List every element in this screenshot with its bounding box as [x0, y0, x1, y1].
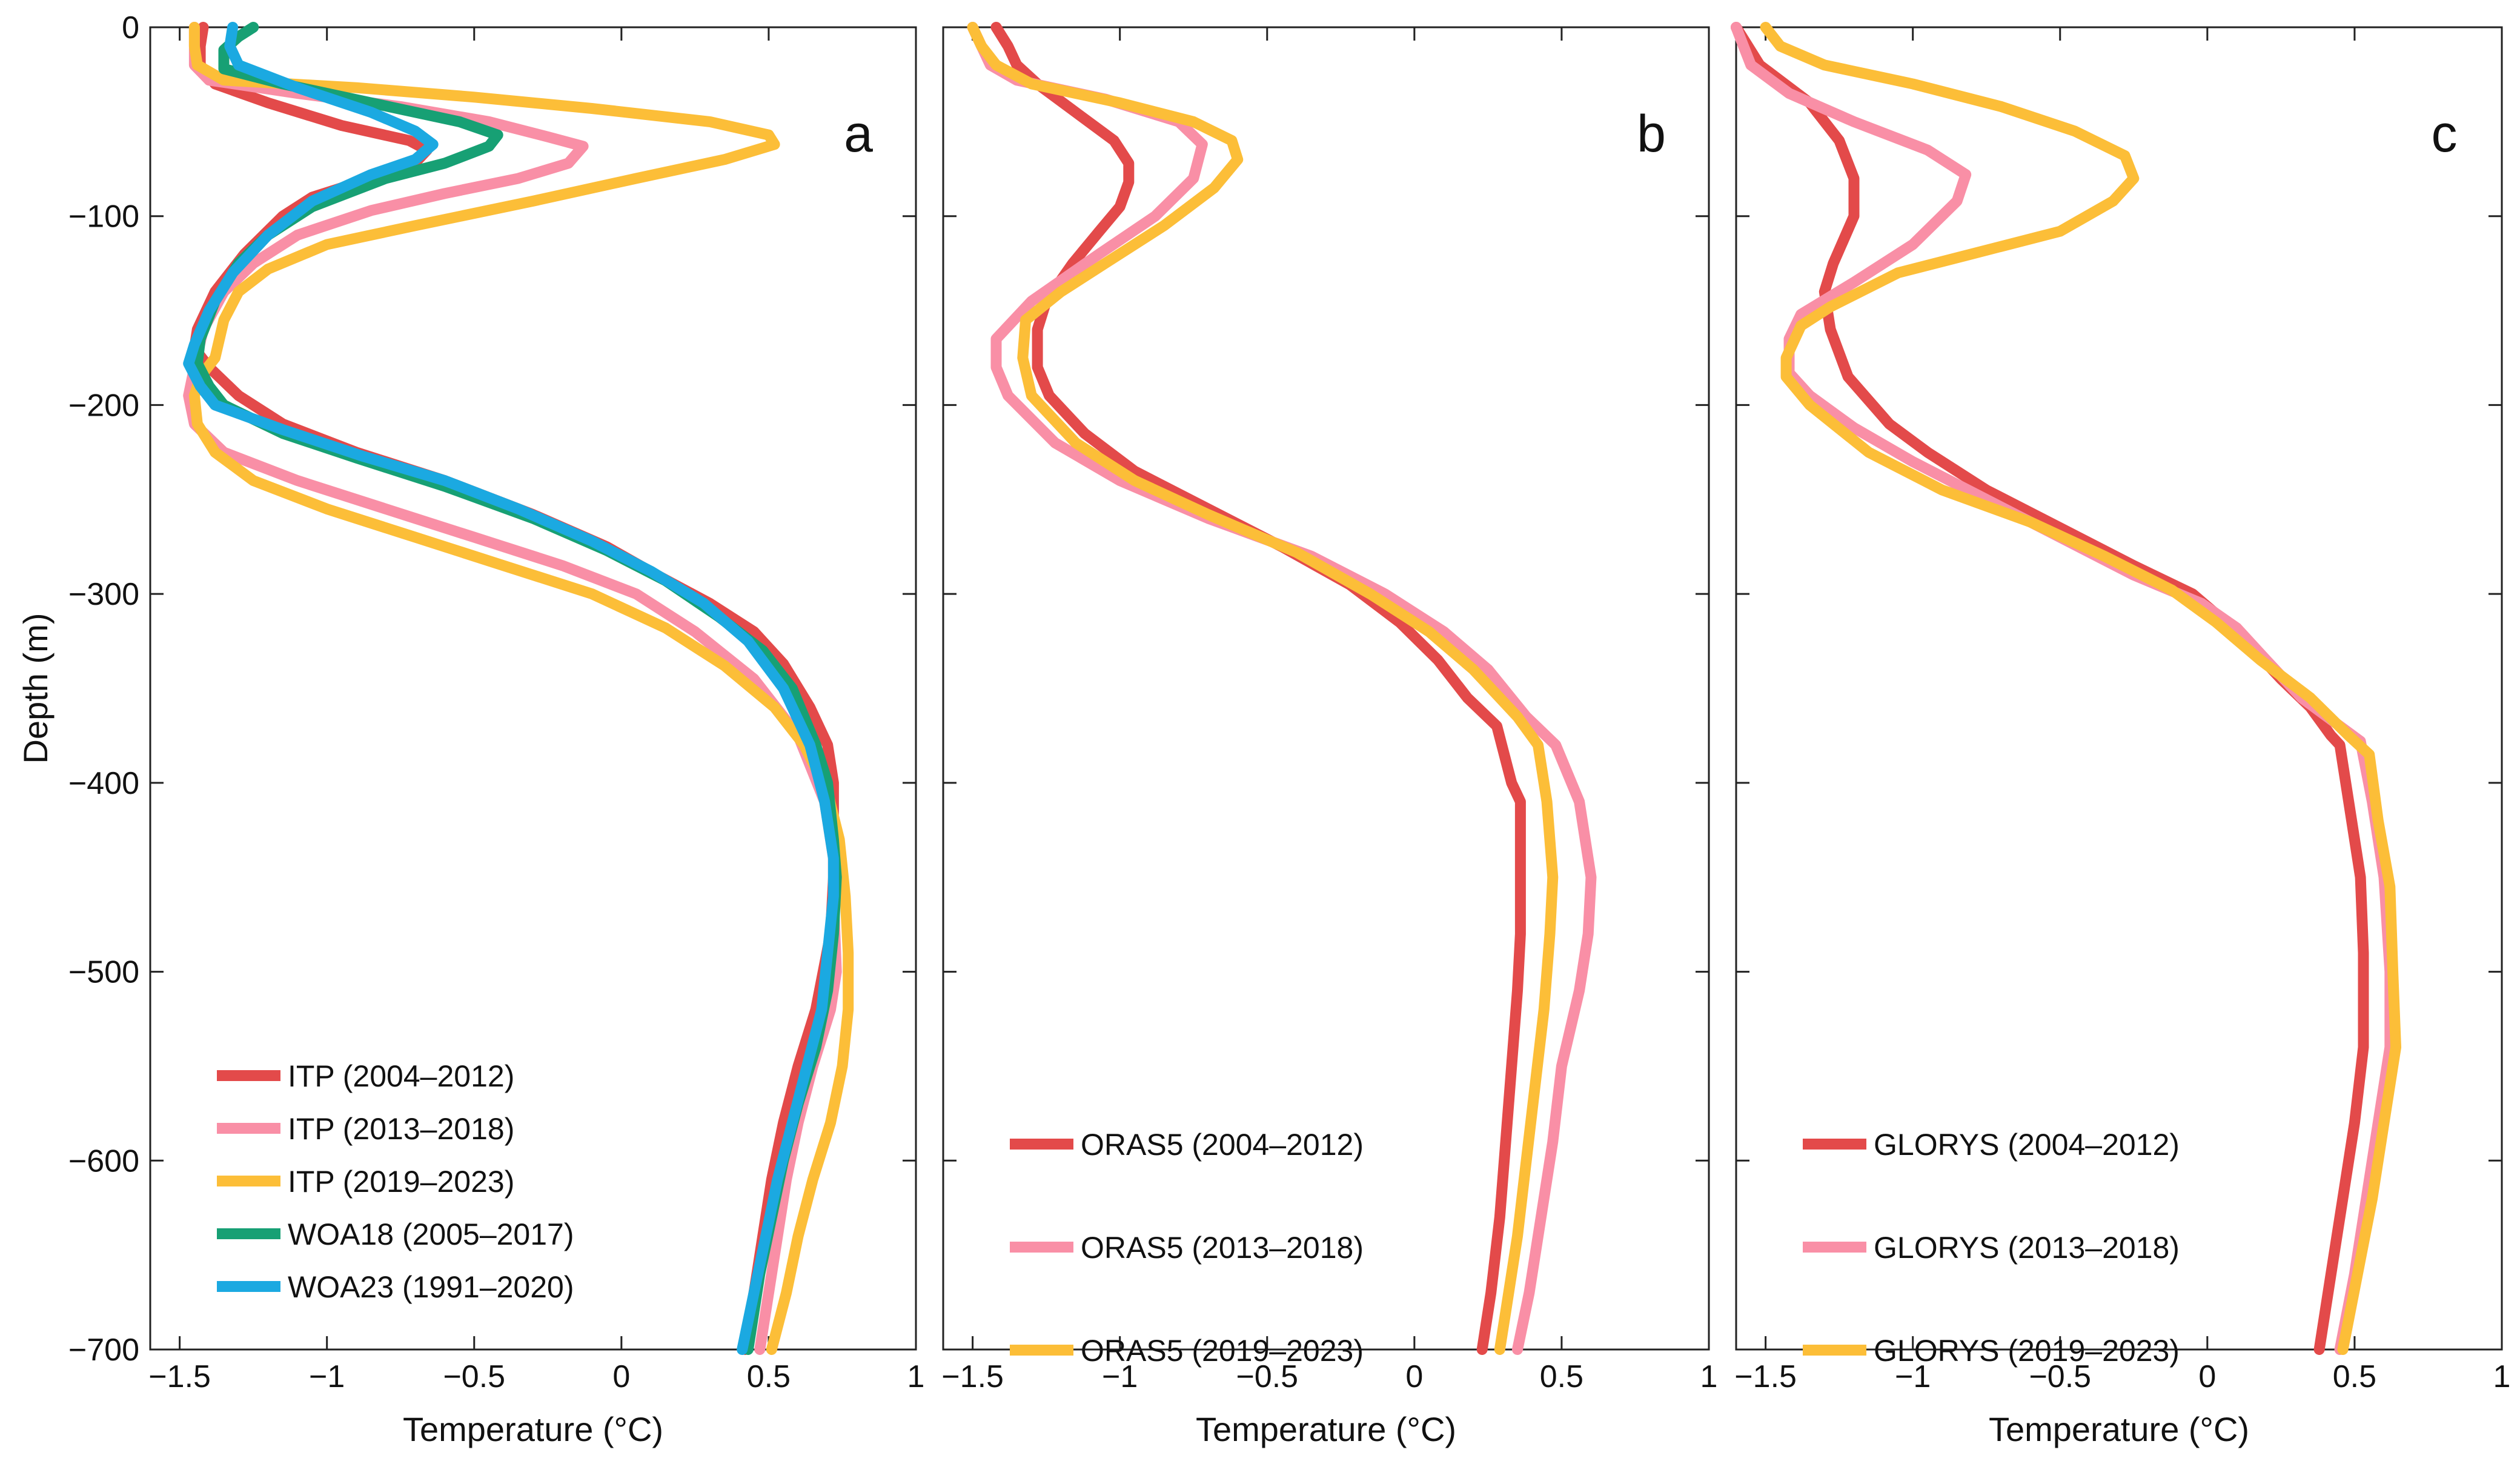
- x-tick-label: 1: [2493, 1359, 2511, 1394]
- y-tick-label: −700: [68, 1333, 139, 1368]
- x-tick-label: 1: [907, 1359, 925, 1394]
- legend-label: ITP (2004–2012): [288, 1059, 514, 1093]
- x-tick-label: −1.5: [1734, 1359, 1797, 1394]
- series-line-b-2: [967, 22, 1559, 1355]
- x-tick-label: 0: [2198, 1359, 2216, 1394]
- x-tick-label: −0.5: [1236, 1359, 1298, 1394]
- x-tick-label: −1: [1895, 1359, 1931, 1394]
- legend-label: GLORYS (2004–2012): [1874, 1128, 2180, 1162]
- x-tick-label: 0: [612, 1359, 630, 1394]
- y-tick-label: −300: [68, 577, 139, 612]
- series-line-b-0: [990, 22, 1526, 1355]
- panel-a: −1.5 −1 −0.5 0 0.5 1 0 −100 −200 −300 −400 −500 −600…: [16, 10, 924, 1448]
- x-tick-label: −0.5: [2029, 1359, 2091, 1394]
- x-tick-label: 0.5: [1540, 1359, 1583, 1394]
- y-axis-title: Depth (m): [16, 613, 55, 764]
- x-tick-label: −1: [1102, 1359, 1138, 1394]
- legend-label: WOA23 (1991–2020): [288, 1270, 574, 1304]
- legend-label: GLORYS (2013–2018): [1874, 1231, 2180, 1265]
- x-tick-label: 0.5: [2333, 1359, 2376, 1394]
- x-axis-title: Temperature (°C): [403, 1410, 663, 1448]
- plot-frame-b: [942, 26, 1710, 1351]
- legend-label: ORAS5 (2019–2023): [1081, 1334, 1364, 1368]
- x-tick-label: 0.5: [747, 1359, 791, 1394]
- x-axis-title: Temperature (°C): [1989, 1410, 2249, 1448]
- y-tick-label: −500: [68, 955, 139, 990]
- x-tick-label: −1: [309, 1359, 345, 1394]
- y-tick-label: −100: [68, 199, 139, 235]
- series-line-c-2: [1760, 22, 2401, 1355]
- x-axis-title: Temperature (°C): [1196, 1410, 1456, 1448]
- legend-label: ITP (2019–2023): [288, 1165, 514, 1199]
- legend-label: WOA18 (2005–2017): [288, 1217, 574, 1251]
- panel-b: −1.5 −1 −0.5 0 0.5 1 Temperature (°C) b ORAS5 (2…: [941, 22, 1718, 1448]
- panel-c: −1.5 −1 −0.5 0 0.5 1 Temperature (°C) c GLORYS (…: [1731, 22, 2511, 1448]
- series-line-a-2: [188, 22, 854, 1355]
- panel-letter: b: [1637, 105, 1666, 163]
- legend-label: ORAS5 (2004–2012): [1081, 1128, 1364, 1162]
- y-tick-label: −200: [68, 388, 139, 423]
- y-tick-label: 0: [122, 10, 139, 45]
- x-tick-label: −1.5: [941, 1359, 1004, 1394]
- x-tick-label: 1: [1700, 1359, 1718, 1394]
- panel-letter: c: [2432, 105, 2458, 163]
- x-tick-label: 0: [1405, 1359, 1423, 1394]
- legend-label: ORAS5 (2013–2018): [1081, 1231, 1364, 1265]
- series-line-a-4: [183, 22, 839, 1355]
- panel-letter: a: [844, 105, 873, 163]
- legend-label: GLORYS (2019–2023): [1874, 1334, 2180, 1368]
- y-tick-label: −400: [68, 766, 139, 801]
- x-tick-label: −0.5: [443, 1359, 505, 1394]
- y-tick-label: −600: [68, 1143, 139, 1179]
- legend-label: ITP (2013–2018): [288, 1112, 514, 1146]
- x-tick-label: −1.5: [148, 1359, 211, 1394]
